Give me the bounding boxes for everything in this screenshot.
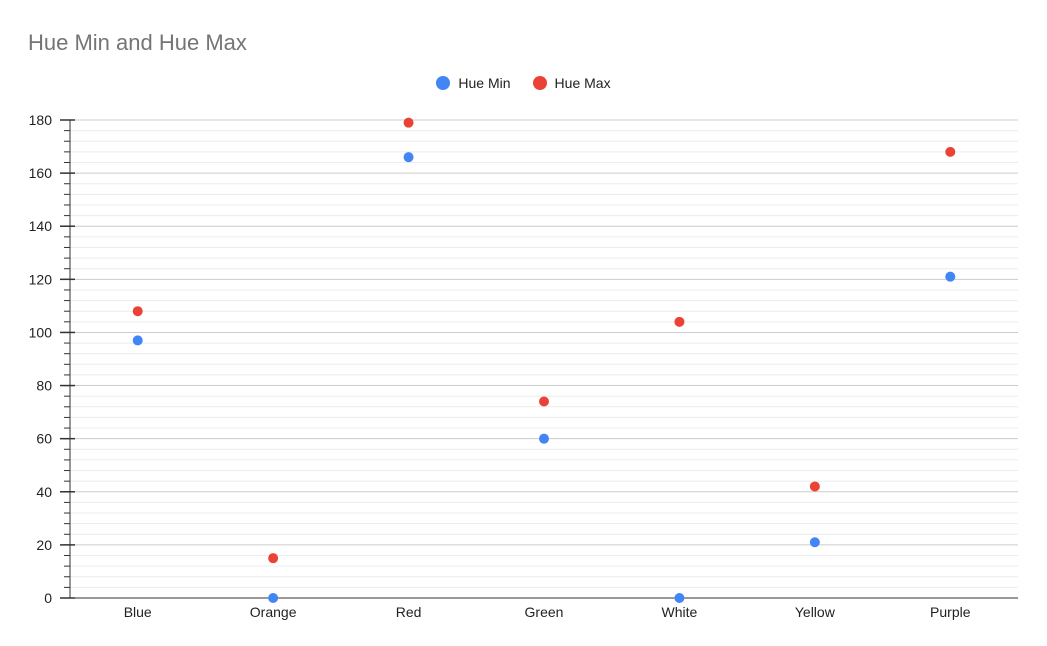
y-tick-label: 40 — [36, 484, 52, 500]
legend-label-hue-max: Hue Max — [554, 75, 611, 91]
x-tick-label: Orange — [250, 604, 297, 620]
y-tick-label: 180 — [29, 112, 53, 128]
legend-item-hue-min[interactable]: Hue Min — [436, 75, 511, 91]
y-tick-label: 100 — [29, 324, 53, 340]
y-tick-label: 80 — [36, 378, 52, 394]
point-hue-min — [945, 271, 956, 282]
legend-item-hue-max[interactable]: Hue Max — [532, 75, 611, 91]
y-tick-label: 0 — [44, 590, 52, 606]
x-tick-label: Yellow — [795, 604, 836, 620]
legend-swatch-hue-max — [532, 76, 547, 90]
point-hue-min — [403, 152, 414, 163]
y-tick-label: 60 — [36, 431, 52, 447]
y-tick-label: 160 — [29, 165, 53, 181]
point-hue-max — [268, 553, 279, 564]
point-hue-max — [674, 316, 685, 327]
legend: Hue Min Hue Max — [0, 75, 1047, 91]
legend-swatch-hue-min — [436, 76, 451, 90]
x-tick-label: Purple — [930, 604, 971, 620]
point-hue-max — [403, 117, 414, 128]
chart-title: Hue Min and Hue Max — [28, 30, 247, 55]
point-hue-min — [539, 433, 549, 444]
point-hue-min — [809, 537, 820, 548]
y-tick-label: 20 — [36, 537, 52, 553]
point-hue-min — [268, 593, 279, 603]
y-tick-label: 120 — [29, 271, 53, 287]
legend-label-hue-min: Hue Min — [458, 75, 511, 91]
point-hue-max — [132, 306, 143, 317]
point-hue-max — [945, 146, 956, 157]
x-tick-label: White — [662, 604, 698, 620]
point-hue-min — [674, 593, 685, 603]
y-tick-label: 140 — [29, 218, 53, 234]
x-tick-label: Green — [525, 604, 564, 620]
point-hue-max — [539, 396, 549, 407]
x-tick-label: Blue — [124, 604, 152, 620]
point-hue-min — [132, 335, 143, 346]
x-tick-label: Red — [396, 604, 422, 620]
point-hue-max — [809, 481, 820, 492]
